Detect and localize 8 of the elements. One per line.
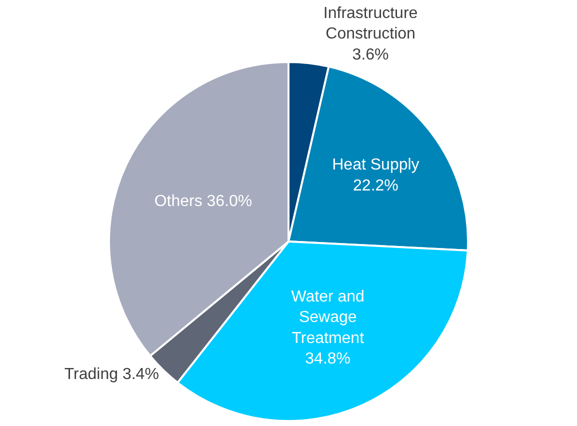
slice-label: Infrastructure Construction <box>323 4 418 43</box>
slice-label: Heat Supply <box>332 156 420 174</box>
slice-label: Water and Sewage Treatment <box>291 288 365 347</box>
slice-label: Trading 3.4% <box>64 366 159 383</box>
data-label: 22.2% <box>353 177 398 194</box>
slice-label: Others 36.0% <box>154 192 252 210</box>
data-label: 34.8% <box>305 350 351 368</box>
data-label: 3.6% <box>352 46 389 64</box>
